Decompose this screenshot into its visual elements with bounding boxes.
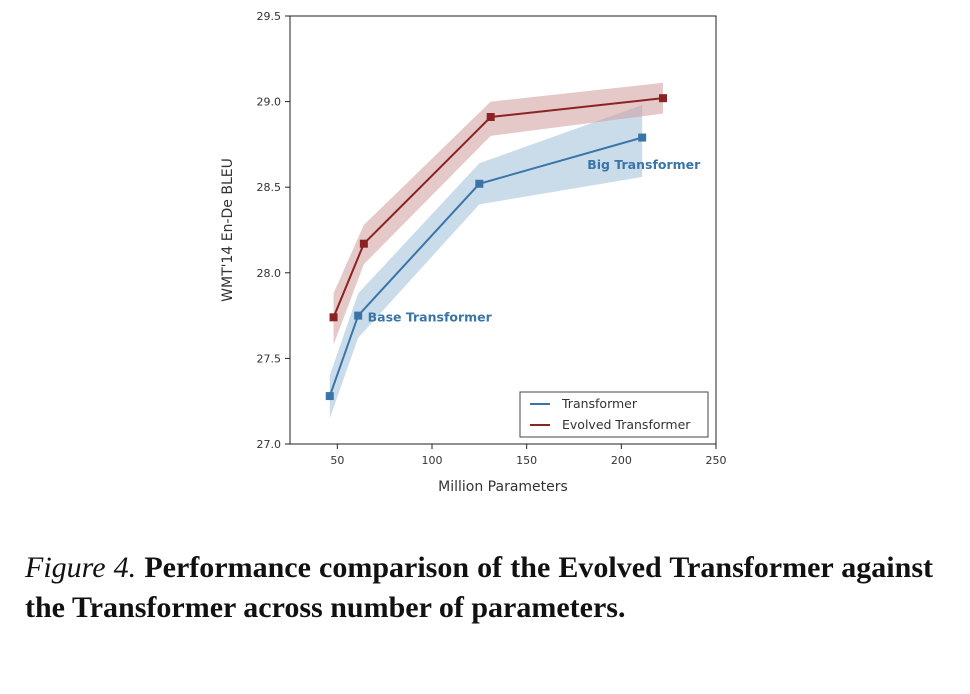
legend: Transformer Evolved Transformer <box>519 391 709 438</box>
y-tick-label: 29.5 <box>257 10 282 23</box>
caption-text: Performance comparison of the Evolved Tr… <box>25 551 933 624</box>
y-tick-label: 28.0 <box>257 267 282 280</box>
x-tick-label: 50 <box>330 454 344 467</box>
series-markers <box>325 94 667 401</box>
y-tick-label: 27.0 <box>257 438 282 451</box>
annotation-label: Big Transformer <box>587 157 701 172</box>
transformer-point <box>325 392 334 401</box>
transformer-point <box>638 133 647 142</box>
plot-frame <box>289 15 717 445</box>
bleu-vs-parameters-chart: Base Transformer Big Transformer 50 100 150… <box>220 10 727 495</box>
confidence-bands <box>329 82 663 419</box>
x-axis-ticks: 50 100 150 200 250 <box>330 444 727 467</box>
transformer-line <box>328 136 643 397</box>
evolved-transformer-line <box>332 97 664 318</box>
x-tick-label: 150 <box>516 454 537 467</box>
evolved-transformer-point <box>486 113 495 122</box>
y-tick-label: 29.0 <box>257 96 282 109</box>
evolved-transformer-point <box>329 313 338 322</box>
transformer-point <box>475 179 484 188</box>
series-lines <box>328 97 664 397</box>
evolved-transformer-band <box>333 82 663 345</box>
y-tick-label: 27.5 <box>257 352 282 365</box>
x-tick-label: 100 <box>422 454 443 467</box>
x-tick-label: 200 <box>611 454 632 467</box>
caption-label: Figure 4. <box>25 551 137 584</box>
figure-caption: Figure 4. Performance comparison of the … <box>25 548 933 628</box>
evolved-transformer-point <box>658 94 667 103</box>
x-axis-label: Million Parameters <box>438 479 568 495</box>
transformer-point <box>354 311 363 320</box>
legend-entry: Evolved Transformer <box>562 417 691 432</box>
legend-box <box>519 391 709 438</box>
transformer-band <box>329 105 643 419</box>
legend-entry: Transformer <box>561 396 638 411</box>
y-axis-ticks: 27.0 27.5 28.0 28.5 29.0 29.5 <box>257 10 290 451</box>
y-tick-label: 28.5 <box>257 181 282 194</box>
annotations: Base Transformer Big Transformer <box>368 157 702 324</box>
annotation-label: Base Transformer <box>368 309 493 324</box>
x-tick-label: 250 <box>706 454 727 467</box>
y-axis-label: WMT'14 En-De BLEU <box>220 158 236 302</box>
evolved-transformer-point <box>359 239 368 248</box>
